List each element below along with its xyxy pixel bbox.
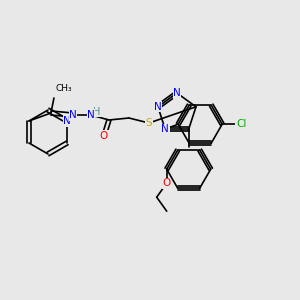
Text: N: N [87,110,95,120]
Text: N: N [63,116,71,126]
Text: H: H [93,107,100,117]
Text: N: N [69,110,77,120]
Text: N: N [173,88,181,98]
Text: O: O [100,131,108,141]
Text: CH₃: CH₃ [56,84,73,93]
Text: Cl: Cl [236,119,246,129]
Text: O: O [163,178,171,188]
Text: S: S [146,118,152,128]
Text: N: N [161,124,169,134]
Text: N: N [154,102,162,112]
